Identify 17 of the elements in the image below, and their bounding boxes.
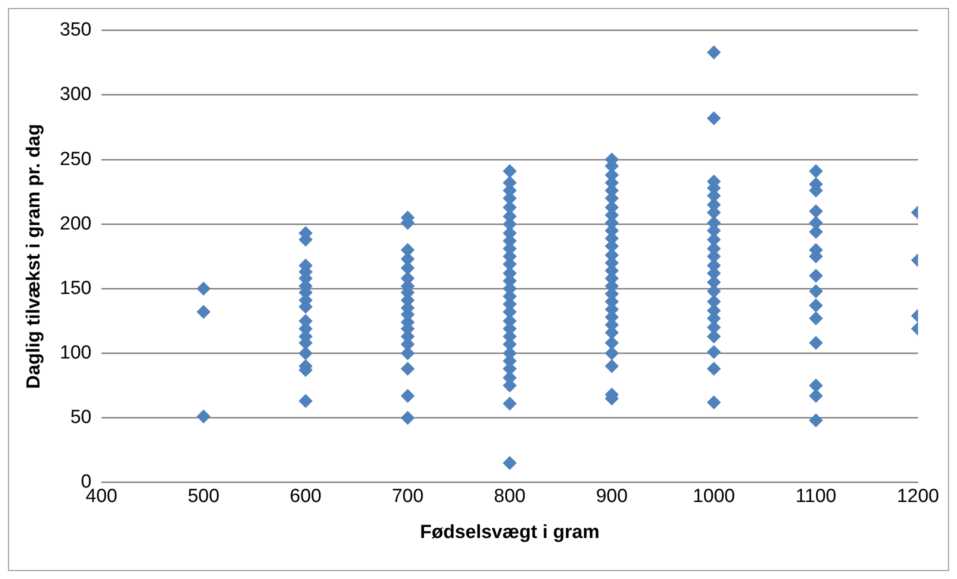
- x-tick-label: 1000: [692, 486, 736, 508]
- x-tick-label: 600: [290, 486, 322, 508]
- y-tick-label: 50: [70, 407, 92, 428]
- y-tick-label: 150: [60, 278, 92, 299]
- y-axis-title: Daglig tilvækst i gram pr. dag: [24, 124, 45, 389]
- x-tick-label: 1200: [896, 486, 940, 508]
- y-tick-label: 300: [60, 84, 92, 106]
- x-tick-label: 900: [596, 486, 628, 508]
- x-tick-label: 500: [188, 486, 220, 508]
- y-tick-label: 250: [60, 148, 92, 170]
- x-tick-label: 1100: [796, 486, 836, 508]
- y-tick-label: 350: [60, 20, 92, 41]
- y-tick-label: 100: [60, 342, 92, 364]
- x-tick-label: 700: [392, 486, 424, 508]
- y-tick-label: 200: [60, 213, 92, 234]
- x-tick-label: 800: [494, 486, 526, 508]
- x-axis-title: Fødselsvægt i gram: [420, 522, 600, 543]
